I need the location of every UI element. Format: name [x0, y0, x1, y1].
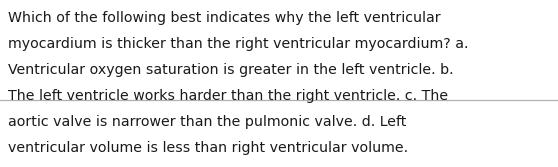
Text: ventricular volume is less than right ventricular volume.: ventricular volume is less than right ve… — [8, 141, 408, 155]
Text: The left ventricle works harder than the right ventricle. c. The: The left ventricle works harder than the… — [8, 89, 448, 103]
Text: Ventricular oxygen saturation is greater in the left ventricle. b.: Ventricular oxygen saturation is greater… — [8, 63, 454, 77]
Text: myocardium is thicker than the right ventricular myocardium? a.: myocardium is thicker than the right ven… — [8, 37, 469, 51]
Text: aortic valve is narrower than the pulmonic valve. d. Left: aortic valve is narrower than the pulmon… — [8, 115, 406, 129]
Text: Which of the following best indicates why the left ventricular: Which of the following best indicates wh… — [8, 11, 441, 25]
